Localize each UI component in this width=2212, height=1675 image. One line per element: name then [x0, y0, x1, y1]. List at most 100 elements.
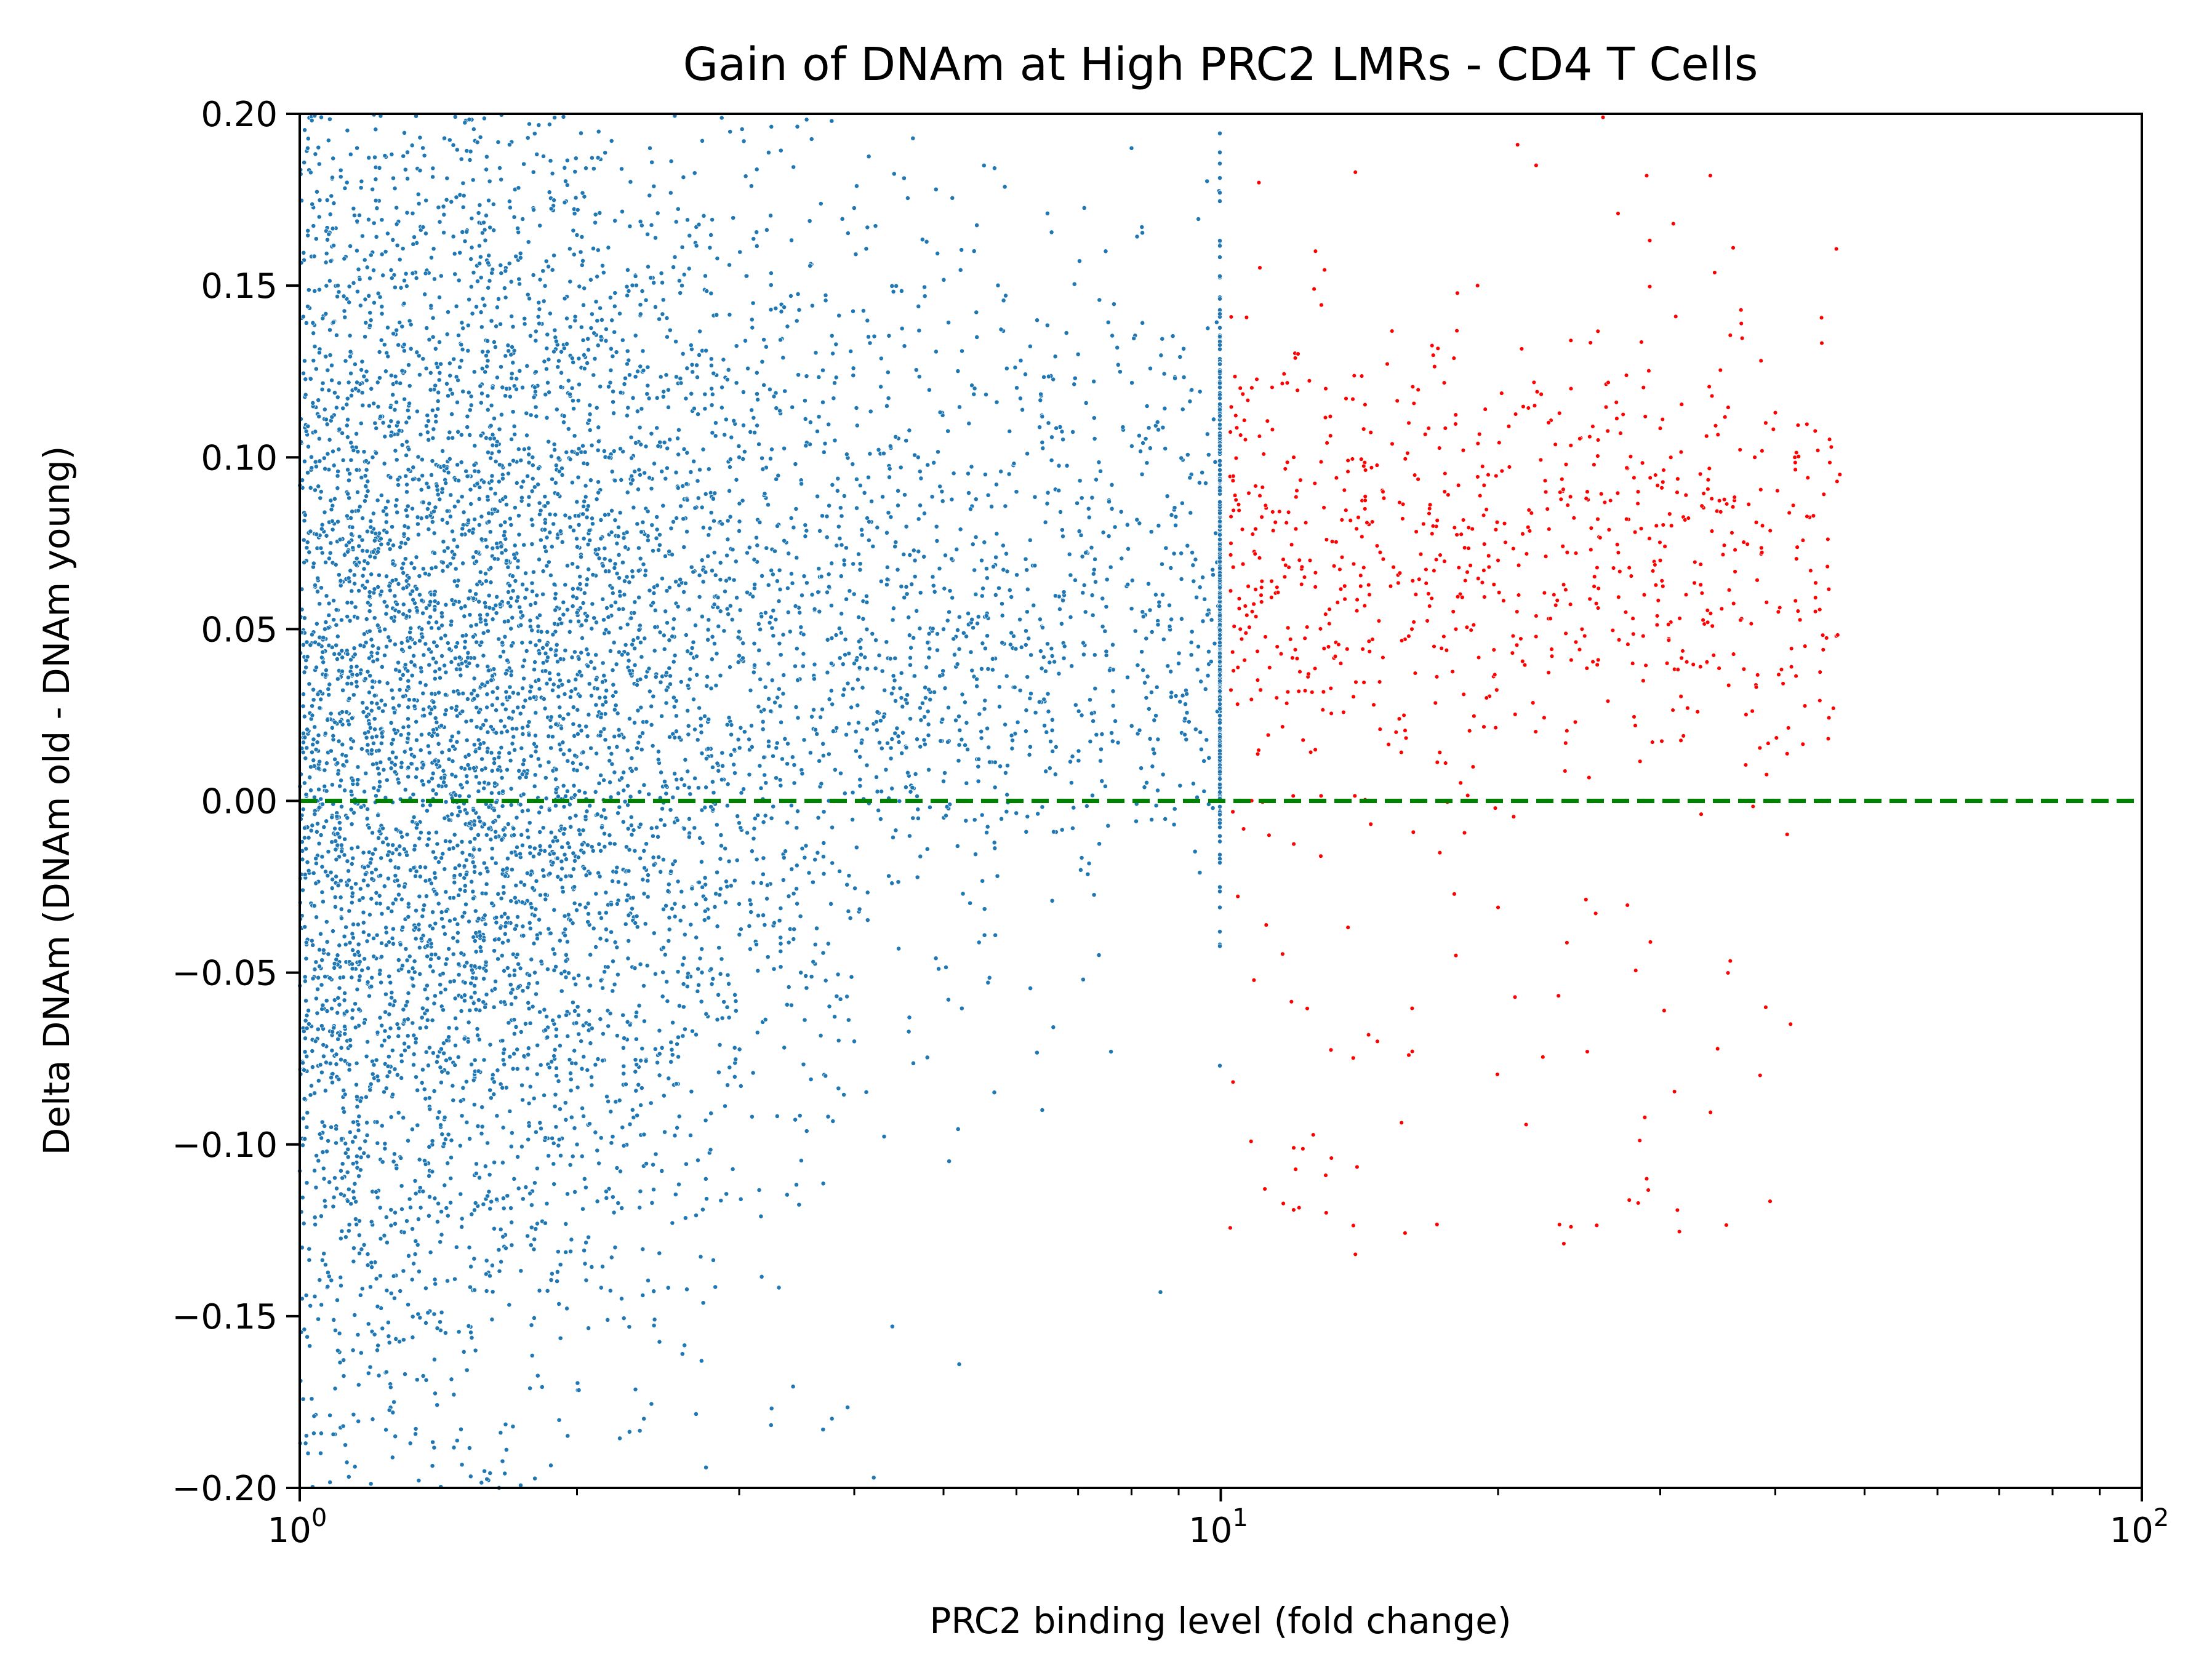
- data-point: [553, 1124, 559, 1130]
- data-point: [419, 1015, 425, 1020]
- data-point: [908, 655, 913, 660]
- data-point: [821, 841, 827, 845]
- data-point: [782, 305, 787, 310]
- data-point: [489, 473, 495, 479]
- data-point: [347, 333, 353, 338]
- data-point: [655, 210, 660, 216]
- data-point: [313, 487, 318, 493]
- data-point: [1140, 320, 1145, 326]
- data-point: [374, 1189, 379, 1194]
- data-point: [343, 1234, 348, 1240]
- data-point: [609, 1140, 614, 1146]
- data-point: [571, 705, 576, 710]
- data-point: [327, 1413, 333, 1418]
- data-point: [621, 1316, 627, 1321]
- data-point: [911, 548, 916, 553]
- data-point: [387, 423, 392, 429]
- data-point: [595, 552, 600, 557]
- data-point: [378, 1236, 383, 1241]
- data-point: [492, 780, 497, 786]
- data-point: [432, 870, 438, 876]
- data-point: [481, 479, 487, 485]
- data-point: [399, 1058, 404, 1064]
- data-point: [564, 450, 569, 455]
- data-point: [997, 704, 1002, 710]
- data-point: [915, 815, 921, 821]
- data-point: [424, 514, 430, 520]
- data-point: [1080, 977, 1086, 982]
- data-point: [513, 1024, 519, 1029]
- data-point: [355, 777, 361, 783]
- data-point: [468, 1330, 473, 1335]
- data-point: [729, 722, 734, 727]
- data-point: [812, 662, 817, 667]
- data-point: [337, 1330, 342, 1336]
- data-point: [393, 1221, 398, 1226]
- data-point: [788, 803, 794, 808]
- data-point: [909, 582, 915, 587]
- data-point: [402, 278, 407, 283]
- data-point: [339, 804, 344, 809]
- data-point: [1102, 783, 1108, 789]
- data-point: [1193, 557, 1198, 562]
- data-point: [615, 1201, 621, 1206]
- data-point: [462, 639, 468, 644]
- data-point: [357, 212, 362, 218]
- data-point: [505, 729, 510, 734]
- data-point: [838, 630, 844, 636]
- data-point: [1160, 561, 1164, 567]
- data-point: [1104, 653, 1109, 658]
- data-point: [1217, 273, 1222, 279]
- data-point: [689, 564, 694, 570]
- data-point: [388, 980, 393, 985]
- data-point: [350, 1015, 355, 1021]
- data-point: [395, 602, 400, 607]
- data-point: [443, 711, 448, 717]
- data-point: [440, 560, 446, 566]
- data-point: [325, 451, 331, 457]
- data-point: [344, 180, 350, 185]
- data-point: [619, 1205, 625, 1211]
- data-point: [801, 651, 806, 657]
- data-point: [387, 1069, 392, 1074]
- data-point: [1188, 652, 1194, 658]
- data-point: [382, 1037, 387, 1043]
- data-point: [820, 706, 825, 712]
- data-point: [320, 380, 326, 386]
- data-point: [435, 732, 440, 738]
- data-point: [571, 359, 576, 365]
- data-point: [1083, 609, 1088, 615]
- data-point: [865, 666, 870, 671]
- data-point: [447, 979, 453, 985]
- data-point: [558, 1262, 563, 1268]
- data-point: [580, 636, 585, 641]
- data-point: [332, 1175, 337, 1181]
- data-point: [455, 399, 460, 405]
- data-point: [836, 1085, 841, 1091]
- data-point: [560, 740, 566, 745]
- data-point: [576, 973, 582, 978]
- data-point: [1165, 663, 1171, 669]
- data-point: [325, 717, 331, 722]
- data-point: [651, 600, 656, 606]
- data-point: [670, 1020, 676, 1025]
- data-point: [332, 1328, 338, 1333]
- data-point: [318, 1213, 324, 1219]
- data-point: [606, 384, 611, 390]
- data-point: [692, 825, 697, 831]
- data-point: [531, 273, 536, 278]
- data-point: [398, 830, 404, 835]
- data-point: [496, 814, 502, 819]
- data-point: [530, 463, 535, 468]
- data-point: [329, 362, 334, 368]
- data-point: [870, 544, 876, 549]
- data-point: [503, 671, 508, 676]
- data-point: [1139, 471, 1145, 477]
- data-point: [720, 763, 726, 769]
- data-point: [580, 750, 586, 755]
- data-point: [1064, 330, 1069, 336]
- data-point: [1153, 803, 1159, 809]
- data-point: [631, 505, 636, 510]
- data-point: [751, 415, 756, 420]
- data-point: [595, 1057, 601, 1062]
